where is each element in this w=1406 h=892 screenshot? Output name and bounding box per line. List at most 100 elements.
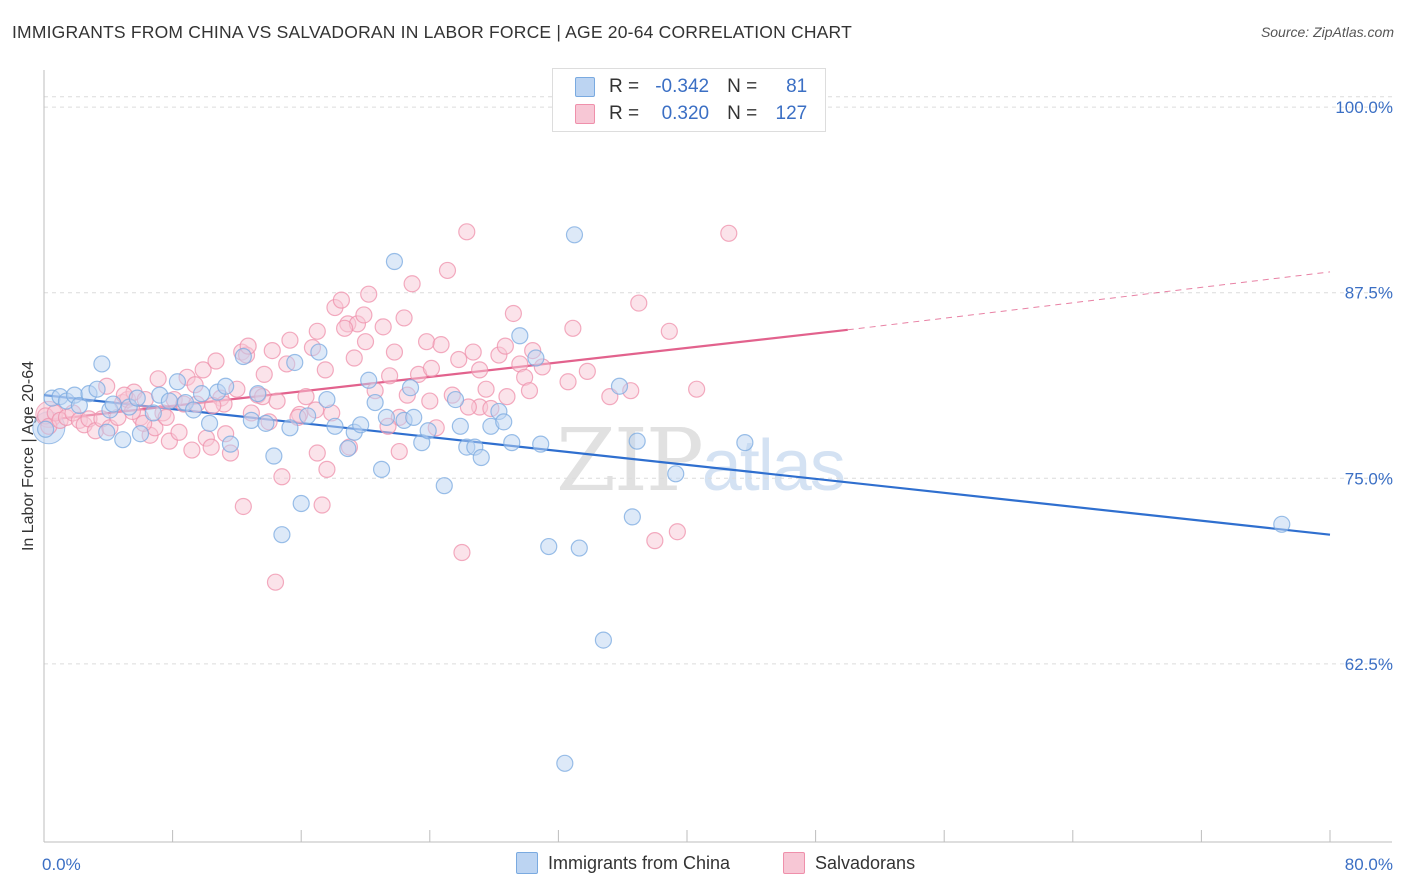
y-tick-label: 62.5%	[1345, 655, 1393, 674]
china-point	[257, 414, 275, 432]
salvadoran-point	[194, 361, 212, 379]
salvadoran-point	[395, 309, 413, 327]
china-point	[405, 408, 423, 426]
salvadoran-point	[355, 306, 373, 324]
china-point	[144, 404, 162, 422]
china-point	[184, 401, 203, 419]
legend-r-label: R =	[609, 103, 640, 124]
china-point	[377, 408, 395, 426]
china-point	[472, 448, 490, 467]
watermark: ZIPatlas	[556, 411, 844, 511]
legend-row-china: R = -0.342 N = 81	[575, 75, 807, 99]
salvadoran-point	[374, 318, 392, 336]
salvadoran-point	[266, 573, 285, 591]
salvadoran-point	[459, 398, 477, 416]
china-point	[385, 252, 404, 271]
legend-r-label: R =	[609, 76, 640, 97]
salvadoran-point	[336, 319, 354, 337]
salvadoran-point	[559, 373, 577, 391]
salvadoran-point	[385, 343, 404, 361]
china-point	[281, 419, 299, 437]
x-tick-label: 80.0%	[1345, 855, 1393, 874]
china-point	[292, 494, 310, 513]
china-point	[192, 385, 211, 403]
china-point	[221, 435, 240, 453]
china-point	[540, 537, 558, 556]
salvadoran-point	[450, 350, 468, 369]
grid-lines	[44, 96, 1392, 665]
salvadoran-point	[688, 380, 706, 398]
salvadoran-point	[578, 362, 596, 380]
china-point	[114, 431, 132, 449]
salvadoran-point	[149, 370, 167, 388]
legend-r-value: 0.320	[661, 103, 710, 124]
china-point	[570, 539, 588, 557]
legend: R = -0.342 N = 81 R = 0.320 N = 127	[552, 68, 826, 132]
china-point	[286, 353, 304, 372]
china-point	[556, 754, 574, 772]
salvadoran-point	[421, 392, 439, 410]
axes	[43, 70, 1392, 843]
chart-title: IMMIGRANTS FROM CHINA VS SALVADORAN IN L…	[12, 22, 852, 42]
salvadoran-point	[498, 388, 516, 406]
salvadoran-point	[564, 319, 582, 337]
china-point	[242, 411, 260, 429]
salvadoran-point	[356, 333, 375, 351]
salvadoran-point	[273, 468, 291, 486]
salvadoran-point	[504, 304, 522, 323]
salvadoran-point	[281, 331, 299, 349]
salvadoran-point	[308, 444, 326, 462]
salvadoran-point	[234, 497, 252, 516]
china-point	[503, 434, 521, 452]
bottom-legend-swatch-salvadorans	[783, 852, 805, 874]
salvadoran-point	[255, 365, 273, 383]
salvadoran-point	[403, 275, 421, 293]
data-points	[32, 223, 1291, 772]
salvadoran-point	[668, 523, 686, 541]
salvadoran-point	[381, 367, 399, 385]
salvadoran-point	[207, 352, 225, 370]
china-point	[372, 460, 391, 478]
china-point	[339, 439, 357, 458]
china-point	[37, 420, 55, 438]
bottom-legend-swatch-china	[516, 852, 538, 874]
china-point	[610, 377, 629, 395]
salvadoran-point	[630, 294, 648, 312]
salvadoran-point	[646, 532, 664, 550]
salvadoran-point	[268, 392, 286, 410]
china-point	[273, 526, 291, 544]
x-tick-label: 0.0%	[42, 855, 81, 874]
salvadoran-point	[313, 496, 331, 514]
salvadoran-point	[345, 349, 363, 367]
y-tick-label: 75.0%	[1345, 469, 1393, 488]
salvadoran-point	[477, 380, 495, 398]
china-point	[326, 417, 344, 435]
china-point	[352, 416, 370, 434]
x-tick-labels: 0.0% 80.0%	[42, 855, 1393, 874]
china-point	[299, 407, 317, 425]
china-point	[736, 434, 754, 452]
salvadoran-point	[170, 423, 188, 441]
china-point	[366, 393, 384, 412]
salvadoran-point	[316, 361, 334, 379]
china-point	[98, 423, 116, 441]
salvadoran-point	[332, 291, 350, 309]
china-point	[495, 413, 513, 431]
china-point	[435, 477, 453, 495]
china-point	[565, 226, 584, 244]
salvadoran-point	[432, 336, 450, 354]
china-point	[628, 432, 646, 450]
china-point	[93, 355, 111, 373]
salvadoran-point	[183, 441, 201, 459]
salvadoran-point	[720, 224, 738, 242]
china-point	[318, 390, 336, 409]
salvadoran-point	[390, 442, 408, 461]
salvadoran-point	[360, 285, 378, 303]
china-point	[594, 631, 613, 649]
bottom-legend-label-salvadorans: Salvadorans	[815, 852, 916, 873]
china-point	[527, 349, 545, 367]
salvadoran-point	[496, 337, 514, 355]
china-point	[623, 508, 641, 526]
china-point	[128, 389, 146, 407]
legend-n-value: 127	[775, 103, 808, 124]
